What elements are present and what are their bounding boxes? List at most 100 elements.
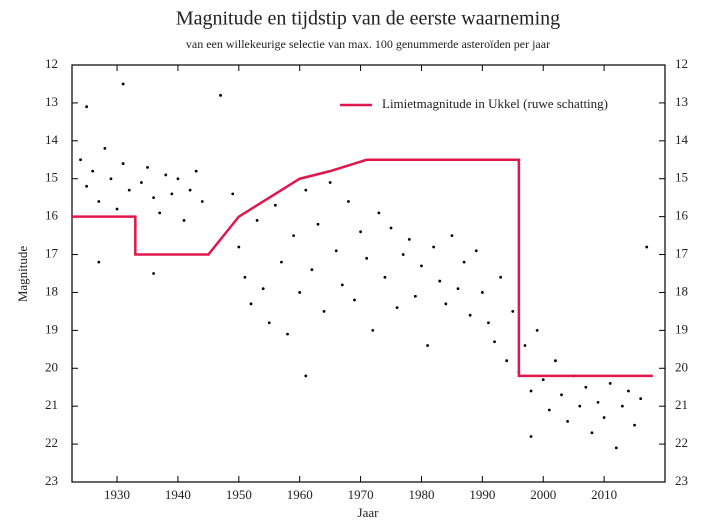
point: [365, 256, 369, 260]
point: [261, 287, 265, 291]
y-tick-label: 20: [45, 359, 58, 374]
point: [188, 188, 192, 192]
point: [170, 192, 174, 196]
point: [499, 275, 503, 279]
point: [602, 416, 606, 419]
point: [627, 389, 630, 393]
point: [444, 302, 448, 306]
point: [620, 404, 624, 408]
x-tick-label: 1960: [287, 487, 313, 502]
point: [292, 234, 296, 237]
x-tick-label: 2010: [591, 487, 617, 502]
point: [456, 287, 460, 291]
point: [249, 302, 253, 306]
y-tick-label: 17: [45, 246, 59, 261]
chart-title: Magnitude en tijdstip van de eerste waar…: [176, 8, 560, 30]
point: [438, 279, 442, 283]
point: [79, 158, 82, 162]
point: [505, 359, 509, 363]
y-axis-label: Magnitude: [15, 246, 30, 303]
point: [359, 230, 362, 234]
point: [420, 264, 423, 268]
point: [304, 374, 308, 378]
point: [280, 260, 283, 264]
point: [566, 419, 569, 423]
point: [383, 275, 387, 279]
point: [474, 249, 478, 253]
point: [614, 446, 618, 450]
point: [219, 93, 222, 97]
point: [340, 283, 344, 287]
x-axis-label: Jaar: [358, 505, 380, 520]
point: [645, 245, 649, 249]
y2-tick-label: 12: [675, 56, 688, 71]
x-tick-label: 1990: [469, 487, 495, 502]
point: [182, 219, 186, 222]
point: [304, 188, 308, 192]
point: [158, 211, 162, 215]
y2-tick-label: 22: [675, 435, 688, 450]
point: [462, 260, 466, 264]
point: [468, 313, 472, 317]
y-tick-label: 21: [45, 397, 58, 412]
chart-subtitle: van een willekeurige selectie van max. 1…: [186, 37, 550, 51]
x-tick-label: 1980: [408, 487, 434, 502]
point: [347, 200, 350, 203]
x-tick-label: 1950: [226, 487, 252, 502]
point: [493, 340, 496, 344]
point: [121, 82, 125, 86]
plot-frame: [71, 64, 666, 483]
point: [97, 260, 101, 264]
point: [286, 332, 289, 336]
point: [334, 249, 338, 253]
point: [273, 203, 277, 207]
point: [560, 393, 563, 397]
point: [407, 237, 411, 241]
point: [237, 245, 241, 249]
y2-tick-label: 23: [675, 473, 688, 488]
point: [395, 306, 399, 310]
y-tick-label: 13: [45, 94, 58, 109]
y2-tick-label: 15: [675, 170, 688, 185]
y-tick-label: 18: [45, 283, 58, 298]
point: [639, 397, 643, 400]
legend-label: Limietmagnitude in Ukkel (ruwe schatting…: [382, 96, 608, 111]
point: [389, 226, 393, 230]
y2-tick-label: 17: [675, 246, 689, 261]
y-tick-label: 23: [45, 473, 58, 488]
point: [140, 181, 143, 184]
point: [426, 344, 429, 347]
y-tick-label: 22: [45, 435, 58, 450]
point: [401, 253, 405, 256]
point: [529, 435, 533, 438]
x-tick-label: 1930: [104, 487, 130, 502]
point: [432, 245, 436, 249]
point: [353, 298, 356, 302]
y2-tick-label: 16: [675, 208, 689, 223]
point: [578, 404, 582, 408]
x-tick-label: 1970: [348, 487, 374, 502]
point: [115, 207, 119, 211]
point: [596, 400, 600, 404]
point: [529, 389, 533, 393]
point: [310, 268, 314, 272]
point: [371, 328, 375, 332]
point: [85, 184, 89, 188]
point: [590, 431, 594, 435]
point: [109, 177, 113, 181]
point: [255, 219, 259, 222]
point: [127, 188, 131, 192]
point: [243, 275, 247, 279]
point: [377, 211, 381, 215]
point: [541, 378, 545, 382]
point: [152, 196, 155, 200]
point: [146, 165, 149, 169]
point: [267, 321, 271, 325]
y2-tick-label: 14: [675, 132, 689, 147]
point: [152, 272, 155, 275]
y2-tick-label: 20: [675, 359, 688, 374]
point: [231, 192, 235, 196]
point: [164, 173, 168, 177]
y2-tick-label: 18: [675, 283, 688, 298]
